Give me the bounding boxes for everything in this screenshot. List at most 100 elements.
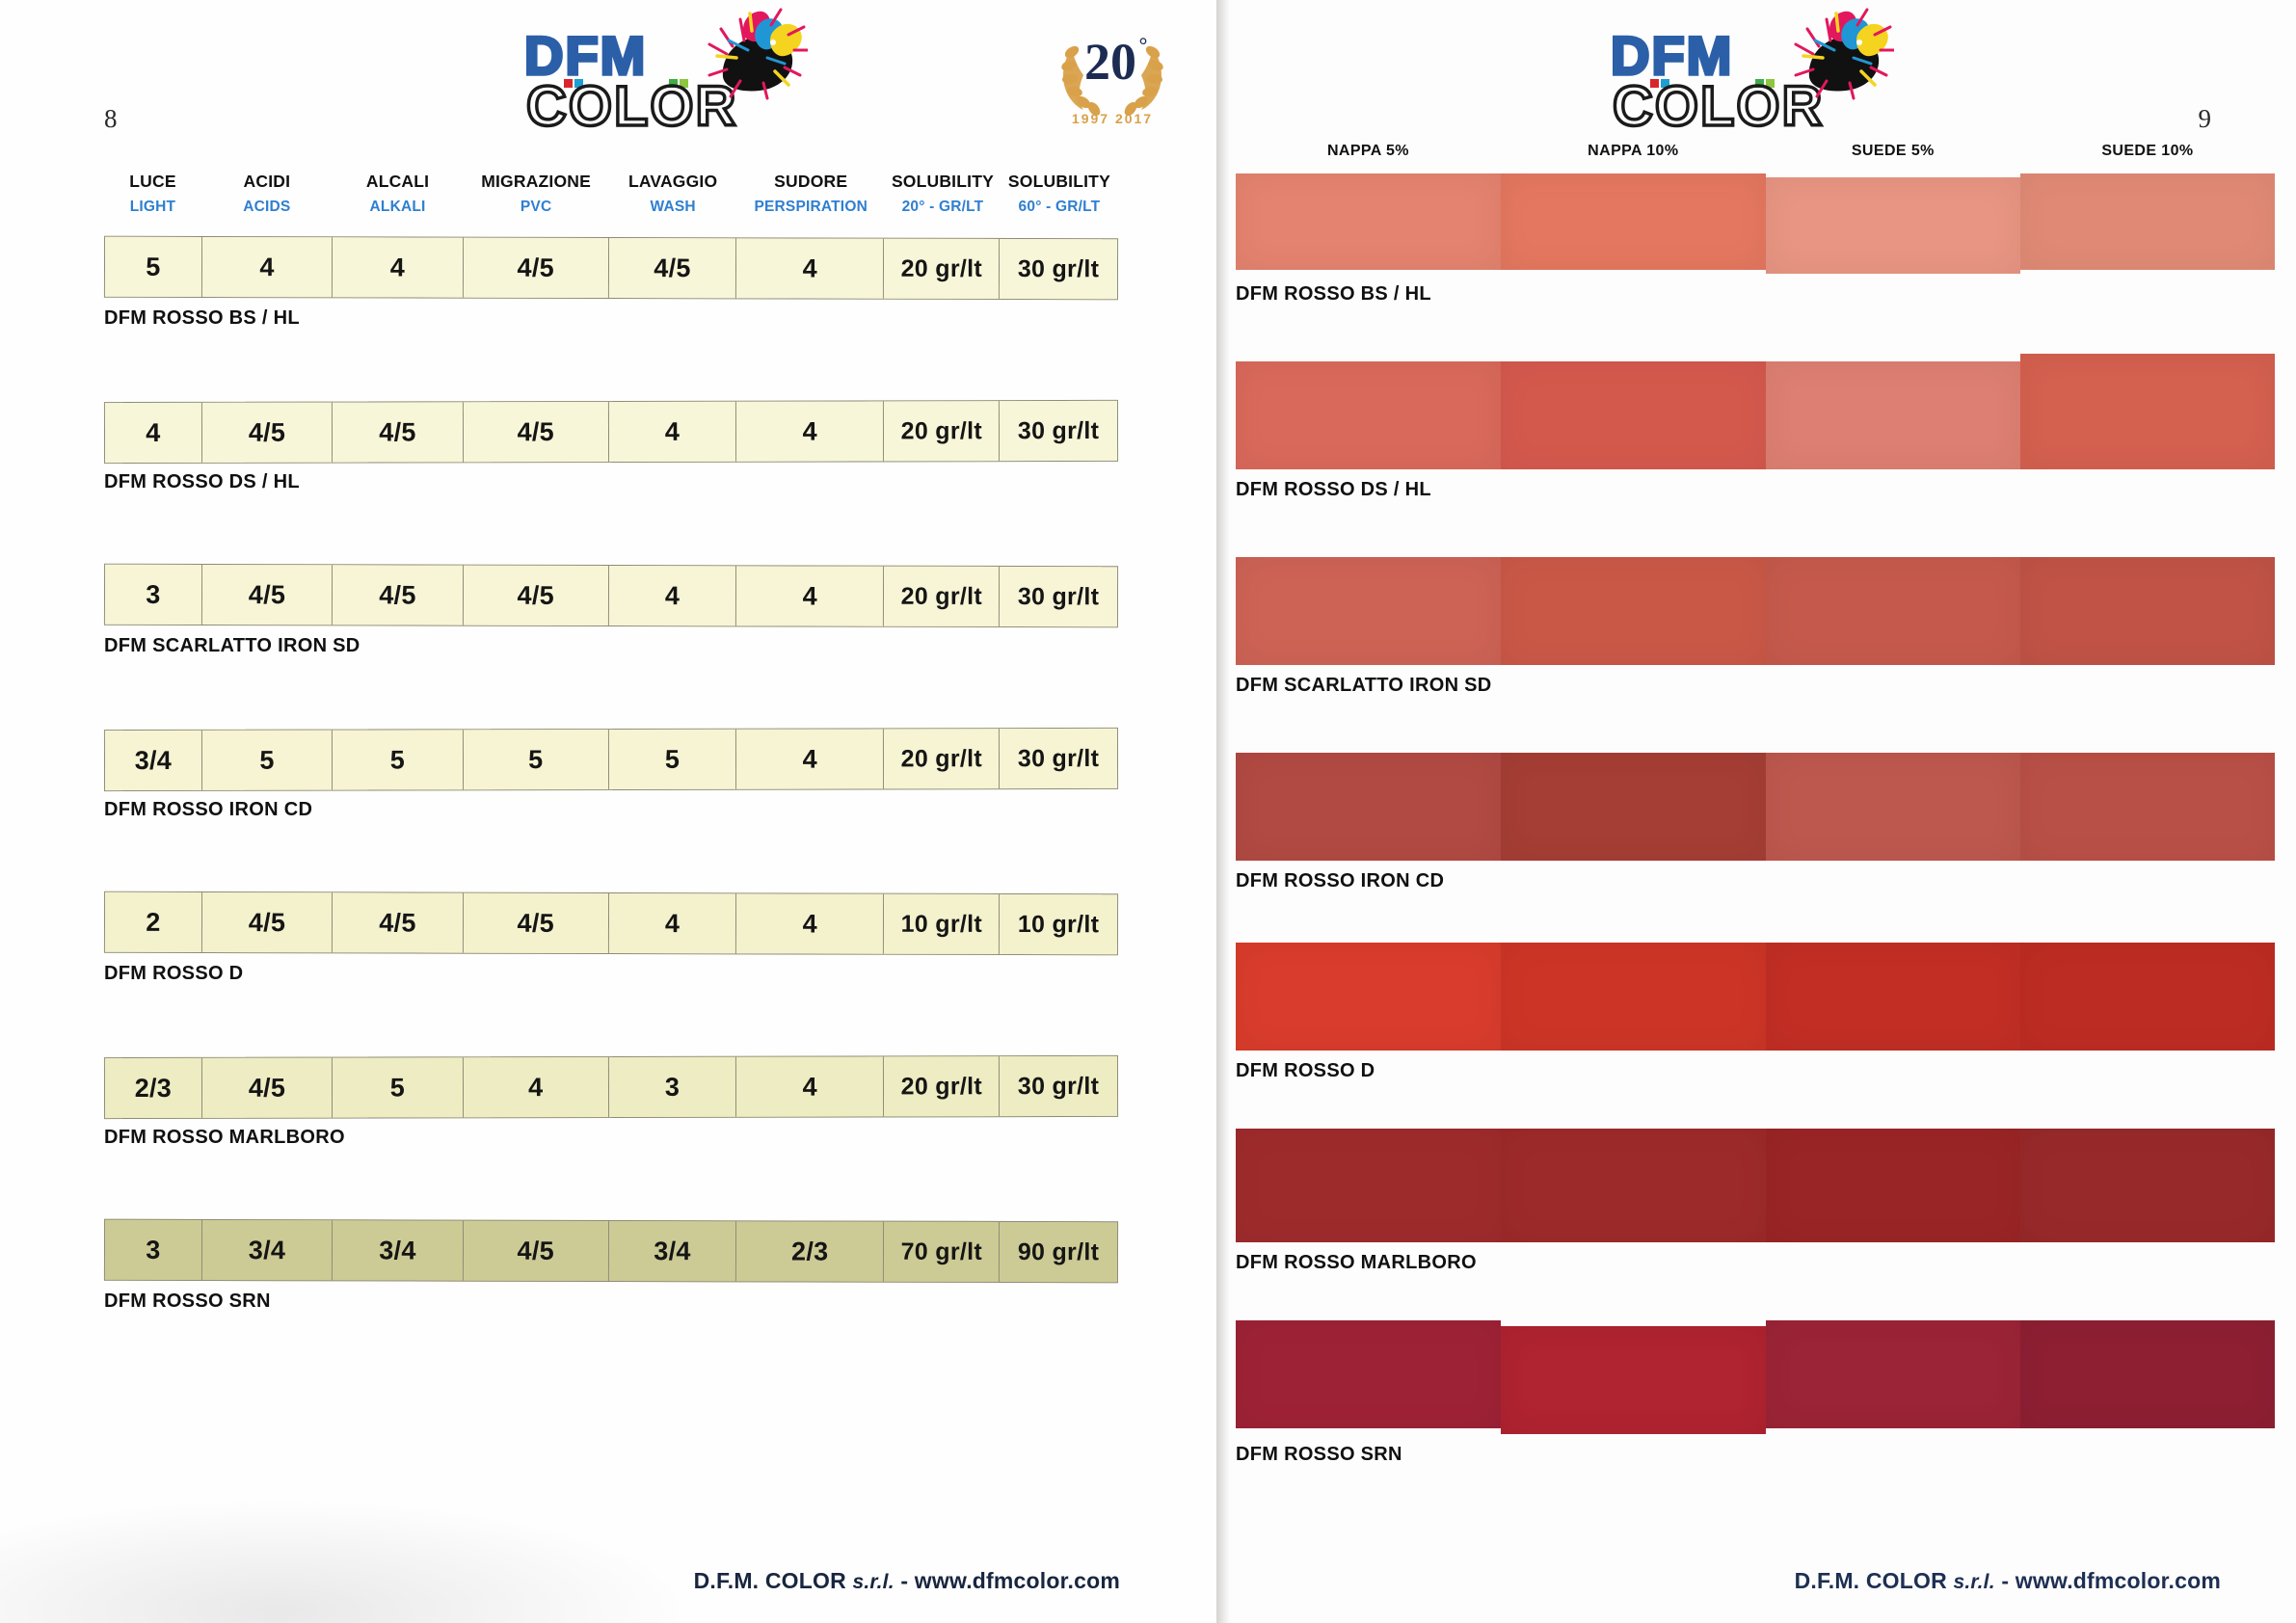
- leather-swatch: [1765, 557, 2020, 665]
- fastness-strip: 5 4 4 4/5 4/5 4 20 gr/lt 30 gr/lt: [103, 235, 1119, 301]
- leather-swatch: [1236, 1129, 1501, 1242]
- leather-swatch: [2019, 753, 2275, 861]
- table-cell: 4: [201, 236, 334, 298]
- swatch-column-header-nappa-10: NAPPA 10%: [1588, 143, 1679, 159]
- swatch-row: DFM ROSSO DS / HL: [1236, 354, 2275, 501]
- column-header-solubility-20: SOLUBILITY 20° - GR/LT: [885, 172, 1001, 229]
- leather-swatch: [2019, 557, 2275, 665]
- dfm-color-logo: DFM COLOR: [521, 6, 810, 141]
- paint-splash-icon: [1794, 8, 1894, 100]
- leather-swatch: [1765, 1320, 2020, 1428]
- table-cell: 5: [333, 730, 464, 790]
- seal-degree: °: [1139, 33, 1148, 57]
- table-row: 2/3 4/5 5 4 3 4 20 gr/lt 30 gr/lt DFM ROSSO MARL…: [103, 1054, 1119, 1149]
- footer-website[interactable]: www.dfmcolor.com: [2015, 1568, 2221, 1593]
- table-row: 5 4 4 4/5 4/5 4 20 gr/lt 30 gr/lt DFM ROSSO BS /…: [103, 235, 1119, 330]
- table-cell: 2/3: [104, 1057, 202, 1119]
- leather-swatch: [1765, 361, 2020, 469]
- table-header-row: LUCE LIGHT ACIDI ACIDS ALCALI ALKALI MIG…: [104, 172, 1118, 229]
- leather-swatch-strip: [1236, 753, 2275, 861]
- product-name-label: DFM ROSSO DS / HL: [104, 471, 300, 492]
- column-header-migrazione: MIGRAZIONE PVC: [463, 172, 608, 229]
- column-header-it: SOLUBILITY: [891, 172, 994, 191]
- table-cell: 30 gr/lt: [1000, 400, 1118, 462]
- table-cell: 4: [608, 565, 737, 626]
- fastness-table: LUCE LIGHT ACIDI ACIDS ALCALI ALKALI MIG…: [103, 172, 1119, 1313]
- leather-swatch-strip: [1236, 1320, 2275, 1434]
- table-cell: 3/4: [608, 1220, 737, 1282]
- table-cell: 3/4: [201, 1219, 334, 1281]
- leather-swatch: [2019, 354, 2275, 469]
- table-cell: 4/5: [463, 402, 609, 463]
- table-cell: 4/5: [333, 892, 464, 953]
- table-cell: 5: [104, 236, 202, 297]
- table-cell: 3: [608, 1056, 737, 1118]
- table-cell: 4: [736, 729, 885, 789]
- table-cell: 4/5: [608, 237, 737, 299]
- swatch-header-row: NAPPA 5% NAPPA 10% SUEDE 5% SUEDE 10%: [1236, 143, 2275, 172]
- table-cell: 2: [104, 891, 202, 952]
- table-cell: 20 gr/lt: [884, 1056, 1001, 1117]
- column-header-sudore: SUDORE PERSPIRATION: [736, 172, 885, 229]
- table-row: 3 4/5 4/5 4/5 4 4 20 gr/lt 30 gr/lt DFM SCARLATT…: [103, 563, 1119, 657]
- table-cell: 5: [201, 730, 334, 790]
- table-body: 5 4 4 4/5 4/5 4 20 gr/lt 30 gr/lt DFM ROSSO BS /…: [103, 235, 1119, 1313]
- page-left: 8 DFM COLOR: [0, 6, 1163, 1623]
- logo-dot-lime-icon: [680, 79, 688, 88]
- column-header-en: ACIDS: [243, 199, 291, 215]
- table-cell: 90 gr/lt: [1000, 1221, 1118, 1283]
- swatch-row: DFM ROSSO IRON CD: [1236, 753, 2275, 892]
- paper-texture: [0, 1498, 694, 1623]
- table-cell: 5: [333, 1057, 464, 1118]
- table-cell: 4: [736, 238, 885, 299]
- column-header-it: LUCE: [129, 172, 176, 191]
- fastness-strip: 2/3 4/5 5 4 3 4 20 gr/lt 30 gr/lt: [103, 1054, 1119, 1120]
- table-cell: 20 gr/lt: [884, 401, 1001, 462]
- column-header-en: 20° - GR/LT: [901, 199, 984, 215]
- product-name-label: DFM ROSSO MARLBORO: [1236, 1252, 1477, 1273]
- column-header-en: 60° - GR/LT: [1018, 199, 1101, 215]
- product-name-label: DFM ROSSO D: [104, 963, 244, 984]
- fastness-strip: 3/4 5 5 5 5 4 20 gr/lt 30 gr/lt: [103, 727, 1119, 792]
- table-cell: 20 gr/lt: [884, 729, 1001, 789]
- leather-swatch: [1500, 361, 1766, 469]
- page-number-left: 8: [104, 104, 118, 133]
- table-cell: 5: [608, 729, 737, 790]
- footer-website[interactable]: www.dfmcolor.com: [914, 1568, 1120, 1593]
- fastness-strip: 3 4/5 4/5 4/5 4 4 20 gr/lt 30 gr/lt: [103, 563, 1119, 628]
- product-name-label: DFM ROSSO MARLBORO: [104, 1127, 345, 1148]
- product-name-label: DFM SCARLATTO IRON SD: [1236, 675, 1492, 696]
- table-cell: 5: [463, 730, 609, 790]
- swatch-row: DFM ROSSO SRN: [1236, 1320, 2275, 1466]
- table-cell: 3/4: [333, 1220, 464, 1281]
- table-cell: 4: [463, 1057, 609, 1118]
- table-cell: 4/5: [463, 1220, 609, 1281]
- leather-swatch: [1500, 557, 1766, 665]
- footer-company: D.F.M. COLOR: [693, 1568, 846, 1593]
- table-cell: 3/4: [104, 730, 202, 791]
- leather-swatch-strip: [1236, 354, 2275, 469]
- table-cell: 30 gr/lt: [1000, 1055, 1118, 1117]
- table-cell: 4/5: [463, 565, 609, 625]
- product-name-label: DFM ROSSO SRN: [1236, 1444, 1402, 1465]
- table-cell: 20 gr/lt: [884, 566, 1001, 626]
- column-header-it: LAVAGGIO: [627, 172, 718, 191]
- table-cell: 30 gr/lt: [1000, 728, 1118, 789]
- table-cell: 4: [333, 237, 464, 298]
- swatch-column-header-suede-10: SUEDE 10%: [2101, 143, 2194, 159]
- swatch-area: NAPPA 5% NAPPA 10% SUEDE 5% SUEDE 10% DF…: [1236, 143, 2275, 1466]
- footer-legal-form: s.r.l.: [852, 1571, 894, 1593]
- swatch-body: DFM ROSSO BS / HL DFM ROSSO DS / HL DFM SC…: [1236, 173, 2275, 1466]
- product-name-label: DFM ROSSO BS / HL: [104, 307, 300, 329]
- leather-swatch: [1236, 753, 1501, 861]
- table-row: 3 3/4 3/4 4/5 3/4 2/3 70 gr/lt 90 gr/lt DFM ROSS…: [103, 1218, 1119, 1313]
- leather-swatch: [2019, 173, 2275, 270]
- logo-dot-lime-icon: [1766, 79, 1775, 88]
- column-header-en: LIGHT: [129, 199, 176, 215]
- leather-swatch: [1236, 557, 1501, 665]
- column-header-en: ALKALI: [369, 199, 426, 215]
- table-cell: 20 gr/lt: [884, 238, 1001, 299]
- product-name-label: DFM ROSSO D: [1236, 1060, 1375, 1081]
- leather-swatch-strip: [1236, 173, 2275, 274]
- seal-number: 20: [1084, 33, 1136, 91]
